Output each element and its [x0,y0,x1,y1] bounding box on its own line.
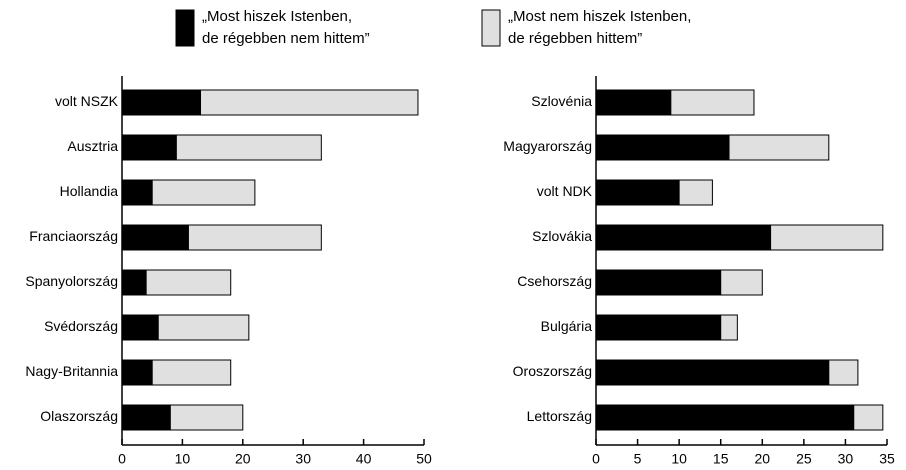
bar-segment [121,89,202,116]
bar-segment [595,89,672,116]
x-tick-label: 50 [416,451,432,467]
category-label: Franciaország [29,228,118,244]
x-tick-label: 0 [592,451,600,467]
x-tick-label: 30 [295,451,311,467]
x-tick-label: 10 [175,451,191,467]
x-tick-label: 5 [634,451,642,467]
bar-segment [595,134,730,161]
category-label: Hollandia [60,183,119,199]
bar-segment [121,224,189,251]
bar-segment [121,134,177,161]
category-label: Magyarország [503,138,592,154]
bar-segment [595,314,722,341]
bar-segment [720,269,763,296]
bar-segment [151,179,256,206]
bar-segment [145,269,232,296]
bar-segment [121,269,147,296]
bar-segment [828,359,859,386]
category-label: Svédország [44,318,118,334]
category-label: Lettország [527,408,592,424]
bar-segment [121,404,171,431]
x-tick-label: 0 [118,451,126,467]
bar-segment [595,359,830,386]
category-label: Oroszország [513,363,592,379]
bar-segment [770,224,884,251]
bar-segment [169,404,244,431]
x-tick-label: 30 [838,451,854,467]
category-label: Nagy-Britannia [25,363,118,379]
category-label: Szlovénia [531,93,592,109]
bar-segment [595,179,680,206]
bar-segment [720,314,738,341]
x-tick-label: 15 [713,451,729,467]
category-label: Szlovákia [532,228,592,244]
bar-segment [121,314,159,341]
bar-segment [595,269,722,296]
category-label: volt NDK [537,183,593,199]
bar-segment [595,224,772,251]
bar-segment [595,404,855,431]
category-label: Bulgária [541,318,593,334]
legend-label: „Most hiszek Istenben, de régebben nem h… [202,8,370,47]
x-tick-label: 25 [796,451,812,467]
bar-segment [670,89,755,116]
category-label: Olaszország [40,408,118,424]
bar-segment [678,179,713,206]
x-tick-label: 10 [671,451,687,467]
bar-segment [175,134,322,161]
category-label: Ausztria [67,138,118,154]
legend-label: „Most nem hiszek Istenben, de régebben h… [508,8,692,47]
bar-segment [200,89,419,116]
legend-swatch [175,9,195,47]
x-tick-label: 20 [754,451,770,467]
bar-segment [121,179,153,206]
bar-segment [187,224,322,251]
bar-segment [121,359,153,386]
x-tick-label: 40 [356,451,372,467]
category-label: Spanyolország [25,273,118,289]
category-label: Csehország [517,273,592,289]
bar-segment [728,134,830,161]
bar-segment [853,404,884,431]
bar-segment [157,314,250,341]
x-tick-label: 20 [235,451,251,467]
legend-swatch [481,9,501,47]
category-label: volt NSZK [55,93,119,109]
bar-segment [151,359,232,386]
x-tick-label: 35 [879,451,895,467]
